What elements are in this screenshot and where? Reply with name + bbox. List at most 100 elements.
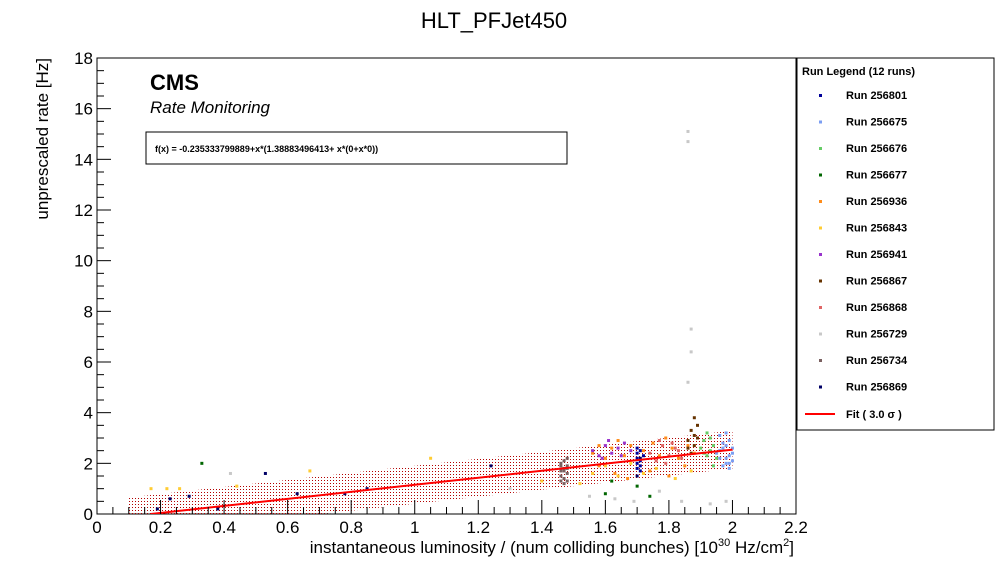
data-point xyxy=(559,461,563,465)
x-tick-label: 1 xyxy=(410,518,419,537)
data-point xyxy=(699,446,703,450)
data-point xyxy=(648,494,652,498)
data-point xyxy=(610,479,614,483)
data-point xyxy=(648,451,652,455)
data-point xyxy=(603,456,607,460)
data-point xyxy=(730,451,734,455)
data-point xyxy=(603,464,607,468)
legend-label: Run 256677 xyxy=(846,170,907,182)
x-axis-label: instantaneous luminosity / (num collidin… xyxy=(310,537,794,557)
data-point xyxy=(295,492,299,496)
y-axis-label: unprescaled rate [Hz] xyxy=(33,58,52,220)
data-point xyxy=(613,497,617,501)
legend-label: Run 256869 xyxy=(846,382,907,394)
data-point xyxy=(724,444,728,448)
legend-item: Run 256734 xyxy=(819,355,908,367)
data-point xyxy=(632,499,636,503)
data-point xyxy=(711,444,715,448)
legend-swatch xyxy=(819,332,822,336)
data-point xyxy=(724,456,728,460)
legend-item: Run 256801 xyxy=(819,90,907,102)
data-point xyxy=(730,446,734,450)
data-point xyxy=(654,459,658,463)
data-point xyxy=(235,484,239,488)
data-point xyxy=(676,456,680,460)
data-point xyxy=(365,487,369,491)
data-point xyxy=(597,444,601,448)
data-point xyxy=(689,428,693,432)
data-point xyxy=(597,464,601,468)
data-point xyxy=(708,449,712,453)
data-point xyxy=(565,471,569,475)
legend-fit-label: Fit ( 3.0 σ ) xyxy=(846,409,902,421)
data-point xyxy=(228,471,232,475)
data-point xyxy=(718,433,722,437)
legend-swatch xyxy=(819,200,822,203)
y-tick-label: 8 xyxy=(84,302,93,321)
data-point xyxy=(641,471,645,475)
data-point xyxy=(705,454,709,458)
y-tick-label: 0 xyxy=(84,505,93,524)
data-point xyxy=(635,461,639,465)
series-run-256729 xyxy=(228,129,728,506)
data-point xyxy=(661,444,665,448)
data-point xyxy=(680,499,684,503)
legend-swatch xyxy=(819,173,822,177)
data-point xyxy=(591,471,595,475)
data-point xyxy=(603,444,607,448)
x-tick-label: 2 xyxy=(728,518,737,537)
data-point xyxy=(613,471,617,475)
cms-sublabel: Rate Monitoring xyxy=(150,98,271,117)
legend-label: Run 256843 xyxy=(846,223,907,235)
data-point xyxy=(657,439,661,443)
legend-item: Run 256941 xyxy=(819,249,907,261)
legend-swatch xyxy=(819,147,822,150)
legend-label: Run 256734 xyxy=(846,355,908,367)
plot-area: 0 2 4 6 8 10 12 14 16 18 0 0.2 0.4 0.6 0.8 1 1.2 1.4 1.6 1… xyxy=(74,49,808,537)
data-point xyxy=(149,487,153,491)
data-point xyxy=(635,484,639,488)
x-tick-label: 0.2 xyxy=(149,518,173,537)
data-point xyxy=(178,487,182,491)
data-point xyxy=(603,492,607,496)
data-point xyxy=(587,494,591,498)
data-point xyxy=(540,479,544,483)
y-tick-label: 14 xyxy=(74,150,93,169)
x-tick-label: 2.2 xyxy=(784,518,808,537)
data-point xyxy=(638,469,642,473)
data-point xyxy=(721,446,725,450)
legend-swatch xyxy=(819,94,822,97)
data-point xyxy=(724,499,728,503)
data-point xyxy=(664,461,668,465)
y-tick-label: 12 xyxy=(74,201,93,220)
data-point xyxy=(676,449,680,453)
fit-sigma-band xyxy=(128,430,733,514)
data-point xyxy=(610,446,614,450)
data-point xyxy=(711,464,715,468)
data-point xyxy=(565,479,569,483)
legend-item: Run 256869 xyxy=(819,382,907,394)
data-point xyxy=(641,449,645,453)
y-tick-label: 2 xyxy=(84,454,93,473)
legend-item: Run 256677 xyxy=(819,170,907,182)
data-point xyxy=(648,469,652,473)
y-tick-label: 18 xyxy=(74,49,93,68)
series-run-256677 xyxy=(200,461,652,498)
data-point xyxy=(187,494,191,498)
fit-formula: f(x) = -0.235333799889+x*(1.38883496413+… xyxy=(155,144,378,154)
data-point xyxy=(559,474,563,478)
legend-label: Run 256941 xyxy=(846,249,907,261)
data-point xyxy=(667,474,671,478)
data-point xyxy=(727,439,731,443)
data-point xyxy=(607,439,611,443)
x-tick-label: 0.8 xyxy=(339,518,363,537)
data-point xyxy=(696,436,700,440)
data-point xyxy=(721,464,725,468)
x-tick-label: 0.4 xyxy=(212,518,236,537)
data-point xyxy=(673,446,677,450)
data-point xyxy=(559,464,563,468)
data-point xyxy=(429,456,433,460)
legend-item: Run 256676 xyxy=(819,143,907,155)
data-point xyxy=(616,446,620,450)
